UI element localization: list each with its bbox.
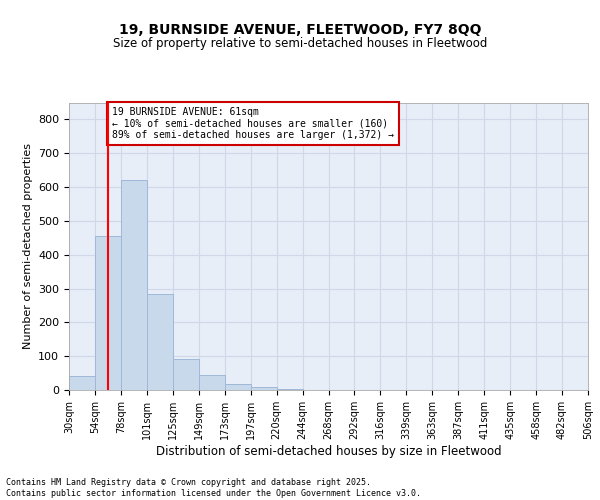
Text: Contains HM Land Registry data © Crown copyright and database right 2025.
Contai: Contains HM Land Registry data © Crown c… <box>6 478 421 498</box>
Bar <box>173 358 199 390</box>
Bar <box>147 294 173 390</box>
Bar <box>199 376 224 390</box>
Text: Size of property relative to semi-detached houses in Fleetwood: Size of property relative to semi-detach… <box>113 38 487 51</box>
X-axis label: Distribution of semi-detached houses by size in Fleetwood: Distribution of semi-detached houses by … <box>155 444 502 458</box>
Bar <box>251 388 277 390</box>
Y-axis label: Number of semi-detached properties: Number of semi-detached properties <box>23 143 32 350</box>
Bar <box>225 384 251 390</box>
Text: 19 BURNSIDE AVENUE: 61sqm
← 10% of semi-detached houses are smaller (160)
89% of: 19 BURNSIDE AVENUE: 61sqm ← 10% of semi-… <box>112 106 394 140</box>
Bar <box>69 376 95 390</box>
Bar <box>95 236 121 390</box>
Bar <box>121 180 147 390</box>
Text: 19, BURNSIDE AVENUE, FLEETWOOD, FY7 8QQ: 19, BURNSIDE AVENUE, FLEETWOOD, FY7 8QQ <box>119 22 481 36</box>
